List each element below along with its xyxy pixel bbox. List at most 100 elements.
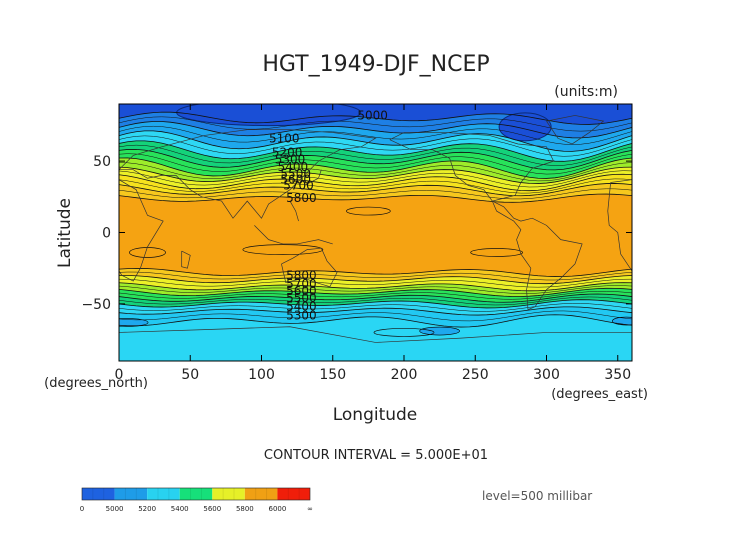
band-s-polar bbox=[119, 314, 632, 361]
x-axis: 0 50 100 150 200 250 300 350 bbox=[115, 104, 631, 383]
band-n-3 bbox=[119, 130, 632, 162]
y-tick-label-50: 50 bbox=[93, 154, 111, 170]
contour-label-5: 5500 bbox=[280, 167, 311, 181]
colorbar-swatch-2 bbox=[147, 488, 180, 500]
colorbar-label-2: 5200 bbox=[138, 505, 156, 513]
colorbar-swatch-5 bbox=[244, 488, 278, 500]
coastline-8 bbox=[254, 225, 333, 245]
contour-loop-2 bbox=[470, 248, 523, 257]
contour-label-6: 5600 bbox=[280, 173, 311, 187]
colorbar-label-7: ∞ bbox=[307, 505, 313, 513]
contour-loop-4 bbox=[373, 328, 435, 337]
contour-s-1 bbox=[119, 275, 632, 285]
contour-s-mid-4 bbox=[119, 296, 632, 306]
contour-label-2: 5200 bbox=[272, 146, 303, 160]
colorbar-swatch-4 bbox=[212, 488, 245, 500]
y-axis: −50 0 50 bbox=[81, 154, 632, 313]
y-tick-label--50: −50 bbox=[81, 297, 111, 313]
coastline-10 bbox=[304, 169, 322, 186]
low-center-south-mid bbox=[419, 326, 460, 336]
contour-n-8 bbox=[119, 183, 632, 197]
coastline-4 bbox=[389, 132, 555, 202]
contour-s-mid-3 bbox=[119, 291, 632, 300]
band-s-5 bbox=[119, 294, 632, 308]
units-label: (units:m) bbox=[554, 84, 618, 100]
colorbar: 0 5000 5200 5400 5600 5800 6000 ∞ bbox=[80, 487, 313, 513]
contour-loop-0 bbox=[346, 206, 391, 216]
contour-label-4: 5400 bbox=[278, 160, 309, 174]
contour-s-mid-5 bbox=[119, 303, 632, 312]
contour-s-mid-2 bbox=[119, 285, 632, 294]
band-tropics bbox=[119, 194, 632, 277]
contour-s-mid-0 bbox=[119, 271, 632, 281]
contour-s-mid-6 bbox=[119, 310, 632, 322]
contour-labels: 5000510052005300540055005600570058005800… bbox=[269, 108, 388, 322]
contour-n-7 bbox=[119, 173, 632, 192]
contour-label-8: 5800 bbox=[286, 191, 317, 205]
band-s-7 bbox=[119, 306, 632, 328]
contour-label-0: 5000 bbox=[357, 108, 388, 122]
coastline-0 bbox=[607, 179, 632, 272]
x-tick-label-0: 0 bbox=[115, 367, 124, 383]
low-center-north bbox=[176, 104, 362, 127]
contour-n-2 bbox=[119, 130, 632, 152]
band-n-4 bbox=[119, 140, 632, 170]
contour-n-mid-0 bbox=[119, 116, 632, 132]
colorbar-label-6: 6000 bbox=[269, 505, 287, 513]
contour-s-7 bbox=[119, 314, 632, 328]
x-tick-label-150: 150 bbox=[319, 367, 346, 383]
contour-n-5 bbox=[119, 157, 632, 179]
contour-n-4 bbox=[119, 148, 632, 171]
contour-s-4 bbox=[119, 293, 632, 303]
band-n-9 bbox=[119, 183, 632, 203]
contour-s-mid-1 bbox=[119, 278, 632, 288]
contour-loop-1 bbox=[242, 244, 324, 255]
contour-lines bbox=[119, 111, 632, 337]
chart-title: HGT_1949-DJF_NCEP bbox=[262, 52, 489, 77]
y-unit-label: (degrees_north) bbox=[44, 376, 148, 391]
contour-label-7: 5700 bbox=[283, 178, 314, 192]
x-unit-label: (degrees_east) bbox=[551, 387, 648, 402]
contour-label-14: 5300 bbox=[286, 308, 317, 322]
contour-n-mid-6 bbox=[119, 170, 632, 188]
contour-s-2 bbox=[119, 282, 632, 292]
contour-n-mid-2 bbox=[119, 135, 632, 157]
contour-n-1 bbox=[119, 121, 632, 139]
band-s-3 bbox=[119, 282, 632, 297]
coastline-11 bbox=[181, 250, 191, 269]
coastline-2 bbox=[119, 129, 377, 219]
colorbar-frame bbox=[81, 487, 311, 501]
coastlines bbox=[119, 115, 632, 343]
coastline-1 bbox=[119, 179, 164, 282]
y-tick-label-0: 0 bbox=[102, 226, 111, 242]
level-label: level=500 millibar bbox=[482, 489, 592, 503]
x-tick-label-100: 100 bbox=[248, 367, 275, 383]
contour-n-mid-4 bbox=[119, 153, 632, 175]
colorbar-swatch-6 bbox=[277, 488, 310, 500]
contour-interval-label: CONTOUR INTERVAL = 5.000E+01 bbox=[264, 448, 488, 463]
contour-n-9 bbox=[119, 193, 632, 203]
contour-n-mid-5 bbox=[119, 162, 632, 182]
height-field bbox=[119, 104, 632, 361]
contour-label-3: 5300 bbox=[275, 153, 306, 167]
x-tick-label-300: 300 bbox=[533, 367, 560, 383]
x-axis-label: Longitude bbox=[333, 405, 418, 425]
low-center-south-west bbox=[119, 318, 149, 327]
colorbar-swatch-1 bbox=[114, 488, 148, 500]
coastline-5 bbox=[492, 200, 583, 311]
band-s-6 bbox=[119, 299, 632, 316]
x-tick-label-250: 250 bbox=[462, 367, 489, 383]
coastline-7 bbox=[119, 326, 632, 343]
contour-label-13: 5400 bbox=[286, 300, 317, 314]
low-center-hudson bbox=[498, 112, 552, 142]
x-tick-label-350: 350 bbox=[604, 367, 631, 383]
contour-label-9: 5800 bbox=[286, 268, 317, 282]
band-s-2 bbox=[119, 275, 632, 291]
contour-n-mid-7 bbox=[119, 178, 632, 194]
contour-label-11: 5600 bbox=[286, 284, 317, 298]
band-n-6 bbox=[119, 157, 632, 184]
colorbar-label-0: 0 bbox=[80, 505, 84, 513]
band-n-7 bbox=[119, 167, 632, 191]
